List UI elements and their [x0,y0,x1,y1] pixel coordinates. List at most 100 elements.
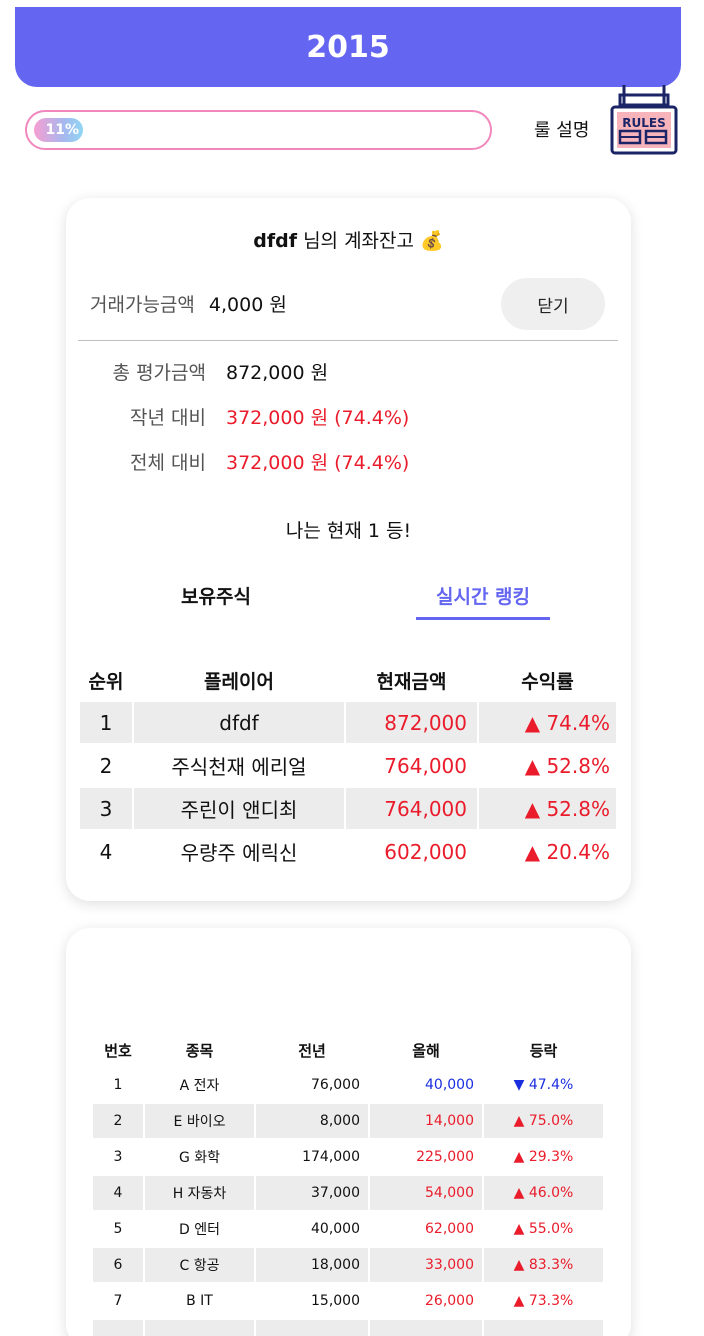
rank-message: 나는 현재 1 등! [285,520,412,542]
ranking-rank: 1 [80,702,132,743]
stock-cur: 225,000 [416,1149,474,1165]
ranking-header-row: 순위 플레이어 현재금액 수익률 [80,658,616,702]
ranking-rank: 4 [99,839,113,864]
ranking-row: 4 우량주 에릭신 602,000 ▲ 20.4% [80,831,616,872]
ranking-yield: ▲ 20.4% [524,839,610,864]
rules-sign-text: RULES [622,116,665,130]
stock-prev: 18,000 [256,1248,368,1282]
progress-label: 11% [45,122,79,138]
available-label: 거래가능금액 [90,294,195,316]
yoy-label: 작년 대비 [130,407,206,429]
stock-header-cur: 올해 [412,1041,440,1060]
stock-prev: 76,000 [311,1077,360,1093]
ranking-row: 2 주식천재 에리얼 764,000 ▲ 52.8% [80,745,616,786]
stock-cur: 14,000 [370,1104,482,1138]
ranking-table: 순위 플레이어 현재금액 수익률 1 dfdf 872,000 ▲ 74.4% … [80,658,616,874]
overall-row: 전체 대비 372,000 원 (74.4%) [86,448,409,475]
stock-row [93,1320,603,1336]
yoy-value: 372,000 원 (74.4%) [226,407,410,429]
stock-name: C 항공 [145,1248,254,1282]
stock-no: 2 [93,1104,143,1138]
stock-name: G 화학 [178,1150,221,1166]
balance-title-suffix: 님의 계좌잔고 💰 [297,230,444,252]
stock-name: D 엔터 [179,1222,220,1238]
stock-change [484,1320,603,1336]
stock-no: 4 [93,1176,143,1210]
ranking-amount: 872,000 [346,702,477,743]
stock-change: ▲ 55.0% [513,1221,574,1237]
stock-prev: 174,000 [302,1149,360,1165]
stock-prev [256,1320,368,1336]
ranking-yield: ▲ 52.8% [524,753,610,778]
total-row: 총 평가금액 872,000 원 [86,358,329,385]
stock-cur: 54,000 [370,1176,482,1210]
rules-sign-icon[interactable]: RULES [606,83,682,157]
ranking-amount: 602,000 [384,839,467,864]
ranking-header-rank: 순위 [88,670,124,693]
stock-prev: 8,000 [256,1104,368,1138]
stock-no: 3 [113,1149,123,1165]
stock-change: ▲ 83.3% [484,1248,603,1282]
close-button[interactable]: 닫기 [501,278,605,330]
tab-holdings[interactable]: 보유주식 [181,586,251,608]
stock-name: B IT [186,1293,213,1309]
stock-header-name: 종목 [185,1041,214,1060]
ranking-row: 3 주린이 앤디최 764,000 ▲ 52.8% [80,788,616,829]
ranking-yield: ▲ 74.4% [479,702,616,743]
divider [78,340,618,341]
overall-value: 372,000 원 (74.4%) [226,452,410,474]
stock-name [145,1320,254,1336]
ranking-rank: 3 [80,788,132,829]
stocks-card: 번호 종목 전년 올해 등락 1 A 전자 76,000 40,000 ▼ 47.4% 2… [66,928,631,1336]
stock-cur [370,1320,482,1336]
stock-row: 1 A 전자 76,000 40,000 ▼ 47.4% [93,1068,603,1102]
stock-header-no: 번호 [104,1041,132,1060]
ranking-header-yield: 수익률 [521,670,574,693]
stock-header-row: 번호 종목 전년 올해 등락 [93,1032,603,1068]
ranking-amount: 764,000 [346,788,477,829]
stock-change: ▲ 29.3% [513,1149,574,1165]
stock-prev: 15,000 [311,1293,360,1309]
stock-cur: 33,000 [370,1248,482,1282]
ranking-player: dfdf [134,702,344,743]
ranking-header-amount: 현재금액 [376,670,447,693]
stock-no: 6 [93,1248,143,1282]
stock-row: 7 B IT 15,000 26,000 ▲ 73.3% [93,1284,603,1318]
ranking-amount: 764,000 [384,753,467,778]
overall-label: 전체 대비 [130,452,206,474]
stock-change: ▲ 73.3% [513,1293,574,1309]
progress-bar: 11% [25,110,492,150]
ranking-player: 우량주 에릭신 [180,841,298,865]
stock-row: 3 G 화학 174,000 225,000 ▲ 29.3% [93,1140,603,1174]
stock-no: 1 [113,1077,123,1093]
stock-prev: 37,000 [256,1176,368,1210]
year-header: 2015 [15,7,681,87]
stock-no: 7 [113,1293,123,1309]
tab-ranking[interactable]: 실시간 랭킹 [416,582,550,620]
yoy-row: 작년 대비 372,000 원 (74.4%) [86,403,409,430]
stock-cur: 26,000 [425,1293,474,1309]
stock-row: 5 D 엔터 40,000 62,000 ▲ 55.0% [93,1212,603,1246]
total-label: 총 평가금액 [112,362,206,384]
available-value: 4,000 원 [208,294,287,316]
balance-title: dfdf 님의 계좌잔고 💰 [66,226,631,253]
year-title: 2015 [306,29,390,65]
stock-no [93,1320,143,1336]
ranking-row: 1 dfdf 872,000 ▲ 74.4% [80,702,616,743]
stock-change: ▲ 46.0% [484,1176,603,1210]
stock-header-change: 등락 [529,1041,558,1060]
stock-cur: 62,000 [425,1221,474,1237]
progress-fill: 11% [34,118,83,142]
stock-no: 5 [113,1221,123,1237]
available-row: 거래가능금액 4,000 원 [90,290,287,317]
stock-table: 번호 종목 전년 올해 등락 1 A 전자 76,000 40,000 ▼ 47.4% 2… [93,1032,603,1336]
stock-name: H 자동차 [145,1176,254,1210]
stock-cur: 40,000 [425,1077,474,1093]
rules-link[interactable]: 룰 설명 [534,120,590,141]
ranking-rank: 2 [99,753,113,778]
stock-change: ▼ 47.4% [513,1077,574,1093]
balance-card: dfdf 님의 계좌잔고 💰 거래가능금액 4,000 원 닫기 총 평가금액 … [66,198,631,901]
